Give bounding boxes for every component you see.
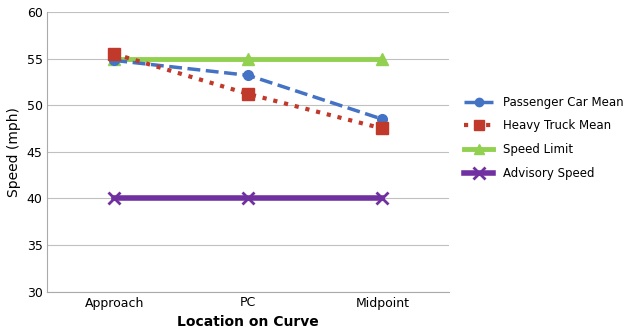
- X-axis label: Location on Curve: Location on Curve: [177, 315, 319, 329]
- Y-axis label: Speed (mph): Speed (mph): [7, 107, 21, 197]
- Legend: Passenger Car Mean, Heavy Truck Mean, Speed Limit, Advisory Speed: Passenger Car Mean, Heavy Truck Mean, Sp…: [459, 91, 624, 184]
